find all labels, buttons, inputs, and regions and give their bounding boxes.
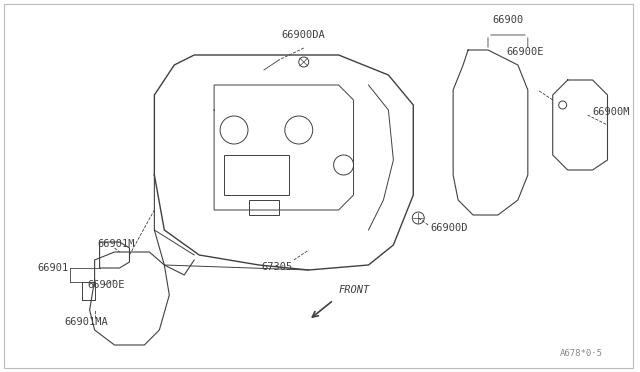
Bar <box>224 155 289 195</box>
Text: 66901MA: 66901MA <box>65 317 109 327</box>
Text: FRONT: FRONT <box>339 285 370 295</box>
Text: 66900: 66900 <box>492 15 524 25</box>
Text: A678*0·5: A678*0·5 <box>559 349 602 358</box>
Text: 66901: 66901 <box>38 263 69 273</box>
Text: 66900E: 66900E <box>88 280 125 290</box>
Text: 66900M: 66900M <box>593 107 630 117</box>
Text: 67305: 67305 <box>261 262 292 272</box>
Text: 66901M: 66901M <box>97 239 135 249</box>
Text: 66900D: 66900D <box>430 223 468 233</box>
Text: 66900E: 66900E <box>506 47 543 57</box>
Bar <box>249 200 279 215</box>
Text: 66900DA: 66900DA <box>282 30 326 40</box>
